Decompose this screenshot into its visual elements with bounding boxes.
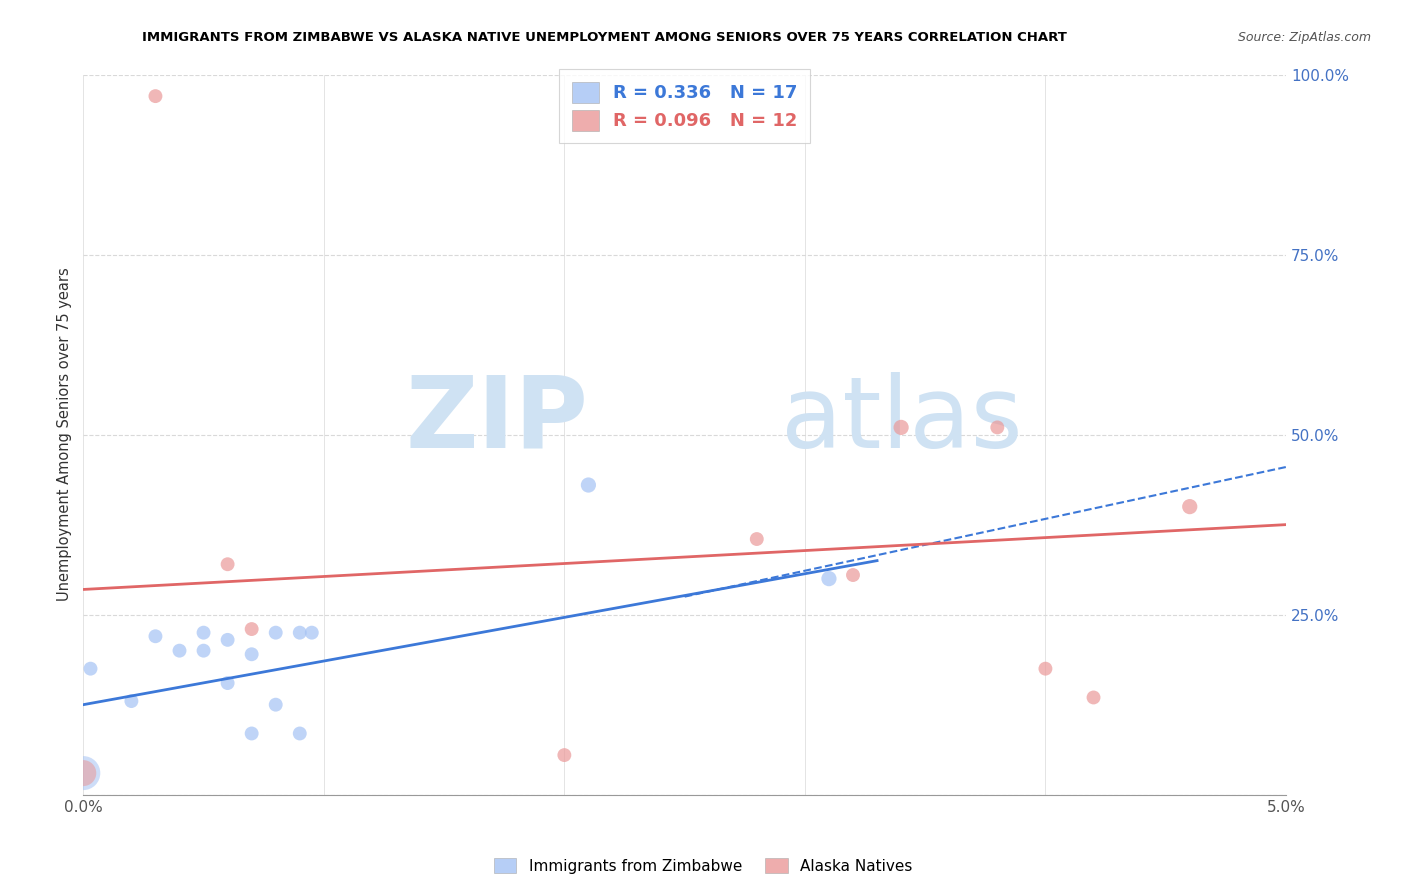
Point: [145, 629, 167, 643]
Point: [264, 698, 287, 712]
Text: ZIP: ZIP: [405, 372, 589, 468]
Point: [1035, 662, 1057, 676]
Text: Source: ZipAtlas.com: Source: ZipAtlas.com: [1237, 31, 1371, 45]
Point: [745, 532, 768, 546]
Point: [120, 694, 142, 708]
Point: [890, 420, 912, 434]
Y-axis label: Unemployment Among Seniors over 75 years: Unemployment Among Seniors over 75 years: [58, 268, 72, 601]
Point: [288, 625, 311, 640]
Point: [193, 625, 215, 640]
Point: [288, 726, 311, 740]
Point: [240, 622, 263, 636]
Legend: Immigrants from Zimbabwe, Alaska Natives: Immigrants from Zimbabwe, Alaska Natives: [488, 852, 918, 880]
Point: [264, 625, 287, 640]
Point: [301, 625, 323, 640]
Point: [169, 643, 191, 657]
Point: [72, 766, 94, 780]
Point: [217, 632, 239, 647]
Point: [842, 568, 865, 582]
Point: [553, 748, 575, 763]
Legend: R = 0.336   N = 17, R = 0.096   N = 12: R = 0.336 N = 17, R = 0.096 N = 12: [560, 70, 810, 144]
Point: [240, 726, 263, 740]
Point: [217, 558, 239, 572]
Point: [818, 572, 841, 586]
Text: IMMIGRANTS FROM ZIMBABWE VS ALASKA NATIVE UNEMPLOYMENT AMONG SENIORS OVER 75 YEA: IMMIGRANTS FROM ZIMBABWE VS ALASKA NATIV…: [142, 31, 1067, 45]
Point: [217, 676, 239, 690]
Text: atlas: atlas: [780, 372, 1022, 468]
Point: [986, 420, 1008, 434]
Point: [193, 643, 215, 657]
Point: [1083, 690, 1105, 705]
Point: [72, 766, 94, 780]
Point: [240, 647, 263, 661]
Point: [1178, 500, 1201, 514]
Point: [145, 89, 167, 103]
Point: [79, 662, 101, 676]
Point: [578, 478, 600, 492]
